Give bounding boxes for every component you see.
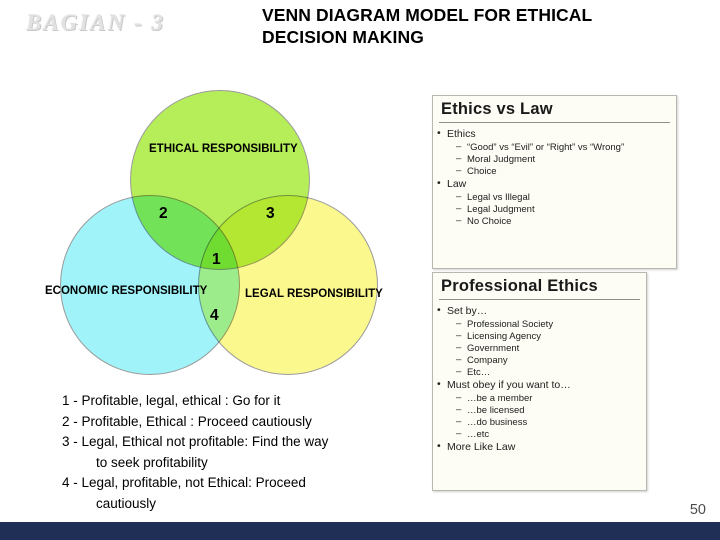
venn-region-2: 2: [159, 205, 168, 222]
ethics-vs-law-divider: [439, 122, 670, 123]
ethics-vs-law-item: “Good” vs “Evil” or “Right” vs “Wrong”: [433, 141, 676, 153]
ethics-vs-law-item: Moral Judgment: [433, 153, 676, 165]
ethics-vs-law-panel: Ethics vs Law Ethics “Good” vs “Evil” or…: [432, 95, 677, 269]
legend-line-6: cautiously: [96, 495, 157, 511]
professional-ethics-item: …be licensed: [433, 404, 646, 416]
venn-region-3: 3: [266, 205, 275, 222]
professional-ethics-item: Must obey if you want to…: [433, 378, 646, 392]
ethics-vs-law-item: Legal vs Illegal: [433, 191, 676, 203]
professional-ethics-item: Etc…: [433, 366, 646, 378]
legend-line-1: 1 - Profitable, legal, ethical : Go for …: [62, 393, 281, 408]
page-number: 50: [689, 502, 706, 518]
professional-ethics-item: …do business: [433, 416, 646, 428]
venn-label-legal: LEGAL RESPONSIBILITY: [245, 288, 383, 300]
ethics-vs-law-item: Law: [433, 177, 676, 191]
ethics-vs-law-title: Ethics vs Law: [441, 100, 553, 118]
professional-ethics-item: …be a member: [433, 392, 646, 404]
ethics-vs-law-item: Ethics: [433, 127, 676, 141]
legend-line-5: 4 - Legal, profitable, not Ethical: Proc…: [62, 475, 306, 491]
professional-ethics-item: Professional Society: [433, 318, 646, 330]
professional-ethics-item: Set by…: [433, 304, 646, 318]
venn-region-1: 1: [212, 251, 221, 268]
section-badge: BAGIAN - 3: [26, 10, 165, 35]
professional-ethics-item: More Like Law: [433, 440, 646, 454]
professional-ethics-panel: Professional Ethics Set by… Professional…: [432, 272, 647, 491]
professional-ethics-title: Professional Ethics: [441, 277, 598, 295]
ethics-vs-law-item: Choice: [433, 165, 676, 177]
venn-circle-legal: [198, 195, 378, 375]
venn-label-ethical: ETHICAL RESPONSIBILITY: [149, 143, 298, 155]
venn-label-economic: ECONOMIC RESPONSIBILITY: [45, 285, 208, 297]
venn-region-4: 4: [210, 307, 219, 324]
professional-ethics-item: Licensing Agency: [433, 330, 646, 342]
footer-bar: [0, 522, 720, 540]
venn-diagram: ETHICAL RESPONSIBILITY ECONOMIC RESPONSI…: [40, 85, 420, 385]
professional-ethics-item: Company: [433, 354, 646, 366]
professional-ethics-divider: [439, 299, 640, 300]
ethics-vs-law-item: Legal Judgment: [433, 203, 676, 215]
page-title: VENN DIAGRAM MODEL FOR ETHICAL DECISION …: [262, 5, 592, 48]
venn-legend: 1 - Profitable, legal, ethical : Go for …: [62, 391, 402, 514]
ethics-vs-law-item: No Choice: [433, 215, 676, 227]
professional-ethics-item: Government: [433, 342, 646, 354]
legend-line-3: 3 - Legal, Ethical not profitable: Find …: [62, 434, 329, 450]
legend-line-4: to seek profitability: [96, 454, 208, 470]
professional-ethics-item: …etc: [433, 428, 646, 440]
legend-line-2: 2 - Profitable, Ethical : Proceed cautio…: [62, 413, 312, 429]
